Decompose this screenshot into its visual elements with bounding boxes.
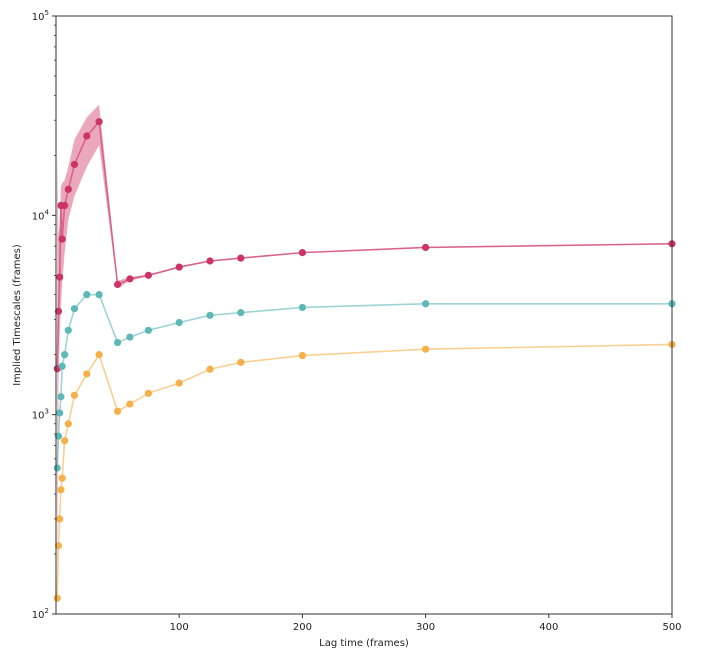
x-axis-ticks: 100 200 300 400 500 (170, 614, 682, 633)
confidence-band (57, 104, 673, 599)
data-point (237, 254, 245, 262)
confidence-band-area (57, 104, 673, 599)
data-point (61, 201, 69, 210)
data-point (83, 370, 91, 378)
x-axis-label: Lag time (frames) (319, 638, 409, 649)
data-point (64, 326, 72, 334)
y-tick-label: 105 (32, 9, 49, 23)
x-tick-label: 300 (416, 622, 435, 633)
y-axis-label: Implied Timescales (frames) (12, 244, 23, 386)
data-point (298, 303, 306, 312)
data-point (126, 275, 134, 283)
y-tick-label: 104 (32, 208, 50, 222)
data-point (58, 235, 66, 243)
data-point (175, 318, 183, 327)
data-point (298, 351, 306, 360)
data-point (54, 432, 63, 440)
series-markers (53, 118, 676, 602)
data-point (175, 379, 183, 387)
data-point (53, 464, 61, 472)
data-point (144, 271, 152, 279)
series-line (56, 293, 672, 469)
y-tick-label: 102 (32, 607, 49, 621)
data-point (61, 351, 69, 359)
series-lines (56, 119, 673, 599)
data-point (61, 437, 69, 445)
data-point (56, 273, 64, 281)
data-point (206, 257, 214, 265)
data-point (56, 409, 64, 417)
data-point (422, 300, 430, 308)
data-point (206, 311, 214, 319)
data-point (83, 291, 91, 299)
data-point (237, 358, 245, 366)
data-point (95, 291, 103, 299)
data-point (58, 474, 66, 482)
data-point (114, 407, 122, 415)
data-point (57, 486, 65, 494)
data-point (144, 326, 152, 334)
y-tick-label: 103 (32, 408, 49, 422)
data-point (95, 351, 103, 359)
data-point (422, 345, 430, 353)
x-tick-label: 100 (170, 622, 189, 633)
data-point (237, 309, 245, 317)
data-point (70, 305, 79, 313)
data-point (58, 362, 66, 370)
data-point (64, 420, 72, 428)
data-point (422, 243, 430, 252)
data-point (206, 365, 214, 373)
data-point (70, 391, 79, 399)
data-point (114, 338, 122, 347)
data-point (70, 160, 79, 169)
x-tick-label: 400 (539, 622, 558, 633)
data-point (114, 280, 122, 289)
data-point (64, 185, 72, 193)
data-point (83, 132, 91, 140)
data-point (298, 249, 306, 257)
series-line (56, 343, 673, 599)
data-point (57, 393, 65, 401)
x-tick-label: 500 (662, 622, 681, 633)
data-point (175, 263, 183, 271)
data-point (56, 515, 64, 523)
data-point (95, 118, 103, 126)
data-point (144, 389, 152, 397)
x-tick-label: 200 (293, 622, 312, 633)
data-point (126, 400, 134, 408)
data-point (53, 594, 61, 602)
plot-frame (55, 15, 673, 615)
data-point (54, 307, 63, 315)
data-point (54, 542, 63, 550)
data-point (126, 333, 134, 341)
y-axis-ticks: 102 103 104 105 (32, 9, 56, 621)
